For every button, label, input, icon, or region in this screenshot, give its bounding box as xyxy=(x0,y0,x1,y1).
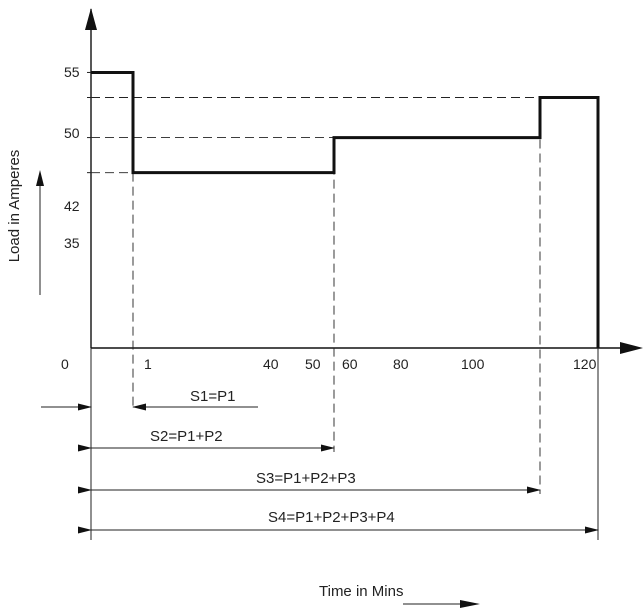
x-tick-label: 50 xyxy=(305,356,321,372)
y-tick-label: 55 xyxy=(64,64,80,80)
x-tick-label: 40 xyxy=(263,356,279,372)
y-axis-title: Load in Amperes xyxy=(6,150,23,263)
y-tick-label: 42 xyxy=(64,198,80,214)
reference-lines xyxy=(87,71,598,494)
x-tick-label: 0 xyxy=(61,356,69,372)
x-axis-title: Time in Mins xyxy=(319,583,403,600)
s1-label: S1=P1 xyxy=(190,388,235,405)
x-tick-label: 60 xyxy=(342,356,358,372)
y-tick-labels: 55 50 42 35 xyxy=(64,64,80,251)
duration-dimensions: S1=P1 S2=P1+P2 S3=P1+P2+P3 S4=P1+P2+P3+P… xyxy=(41,348,599,540)
y-tick-label: 35 xyxy=(64,235,80,251)
x-axis-title-group: Time in Mins xyxy=(319,583,480,608)
x-tick-labels: 0 1 40 50 60 80 100 120 xyxy=(61,356,597,372)
x-axis-direction-arrowhead xyxy=(460,600,480,608)
s2-label: S2=P1+P2 xyxy=(150,428,223,445)
y-axis-direction-arrowhead xyxy=(36,170,44,186)
x-axis-arrowhead xyxy=(620,342,643,354)
y-tick-label: 50 xyxy=(64,125,80,141)
x-tick-label: 100 xyxy=(461,356,485,372)
x-tick-label: 120 xyxy=(573,356,597,372)
y-axis-arrowhead xyxy=(85,8,97,30)
s3-label: S3=P1+P2+P3 xyxy=(256,470,356,487)
x-tick-label: 1 xyxy=(144,356,152,372)
load-step-line xyxy=(91,70,600,348)
y-axis-title-group: Load in Amperes xyxy=(6,150,44,295)
x-tick-label: 80 xyxy=(393,356,409,372)
s4-label: S4=P1+P2+P3+P4 xyxy=(268,509,395,526)
